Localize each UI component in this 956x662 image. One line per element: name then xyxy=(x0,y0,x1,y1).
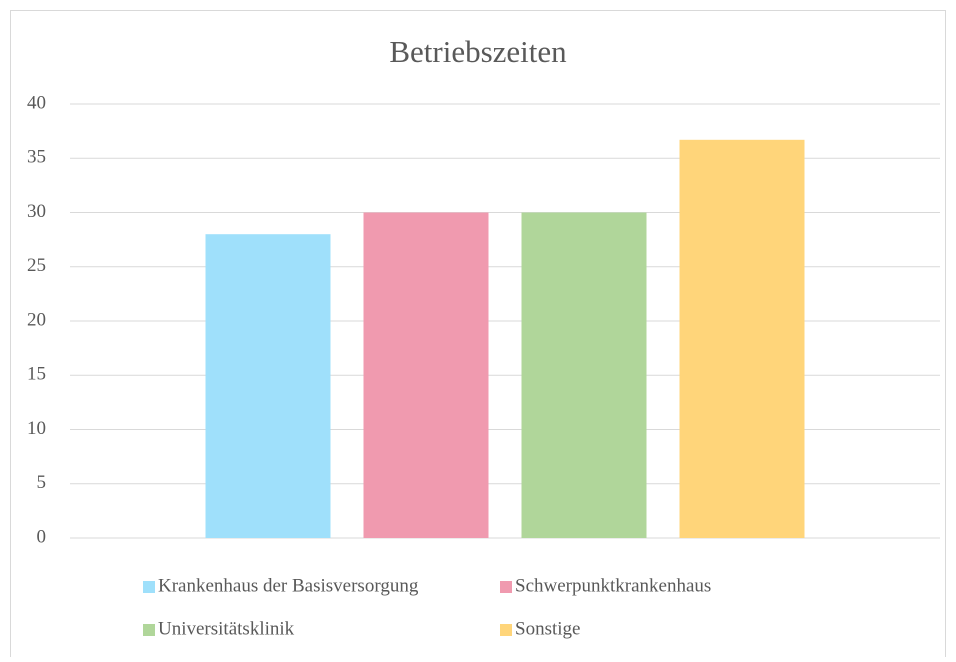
legend-swatch xyxy=(143,581,155,593)
legend-swatch xyxy=(143,624,155,636)
y-tick-label: 40 xyxy=(27,92,46,113)
y-tick-label: 5 xyxy=(37,472,47,493)
legend-swatch xyxy=(500,581,512,593)
y-tick-label: 0 xyxy=(37,526,47,547)
legend-label: Sonstige xyxy=(515,618,580,639)
y-tick-label: 10 xyxy=(27,418,46,439)
chart-title: Betriebszeiten xyxy=(389,34,567,69)
legend-label: Universitätsklinik xyxy=(158,618,295,639)
y-tick-label: 20 xyxy=(27,309,46,330)
legend-label: Krankenhaus der Basisversorgung xyxy=(158,575,419,596)
bar xyxy=(205,234,331,538)
legend-label: Schwerpunktkrankenhaus xyxy=(515,575,711,596)
y-tick-label: 25 xyxy=(27,255,46,276)
y-tick-label: 35 xyxy=(27,147,46,168)
y-tick-label: 15 xyxy=(27,364,46,385)
y-tick-label: 30 xyxy=(27,201,46,222)
bar xyxy=(679,139,805,538)
legend-swatch xyxy=(500,624,512,636)
bar xyxy=(363,212,489,538)
bar xyxy=(521,212,647,538)
